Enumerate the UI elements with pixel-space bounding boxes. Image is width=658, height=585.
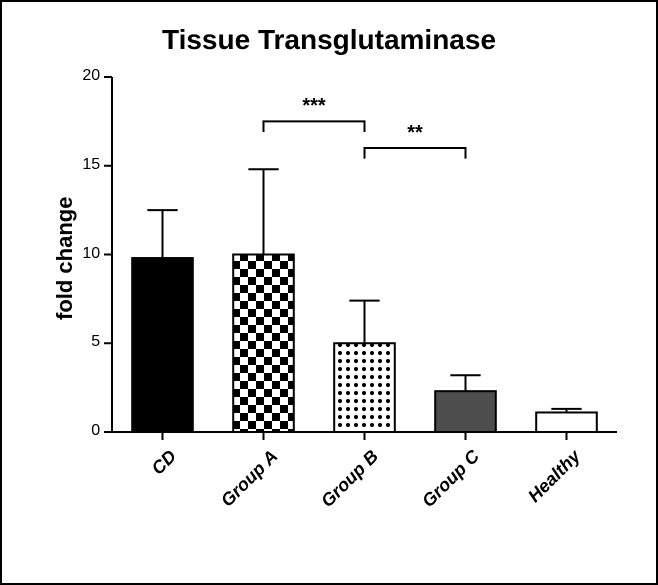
plot-svg (112, 77, 617, 432)
bar (536, 412, 597, 432)
error-bar (147, 210, 177, 258)
x-tick-label: CD (147, 446, 180, 479)
y-tick-label: 10 (82, 245, 100, 263)
chart-title: Tissue Transglutaminase (2, 24, 656, 56)
significance-bracket (264, 121, 365, 132)
error-bar (248, 169, 278, 254)
plot-wrapper (112, 77, 617, 432)
x-tick-label: Healthy (524, 446, 585, 507)
error-bar (450, 375, 480, 391)
bar (435, 391, 496, 432)
significance-label: ** (395, 122, 435, 145)
y-tick-label: 20 (82, 67, 100, 85)
y-tick-label: 0 (91, 422, 100, 440)
significance-bracket (365, 148, 466, 159)
y-tick-label: 15 (82, 156, 100, 174)
y-tick-label: 5 (91, 333, 100, 351)
chart-frame: Tissue Transglutaminase fold change 0 5 10… (0, 0, 658, 585)
significance-label: *** (294, 95, 334, 118)
x-tick-label: Group C (418, 446, 484, 512)
bar (334, 343, 395, 432)
bar (132, 258, 193, 432)
bar (233, 255, 294, 433)
x-tick-label: Group B (317, 446, 383, 512)
error-bar (349, 301, 379, 344)
y-axis-label: fold change (52, 196, 78, 319)
x-tick-label: Group A (216, 446, 281, 511)
